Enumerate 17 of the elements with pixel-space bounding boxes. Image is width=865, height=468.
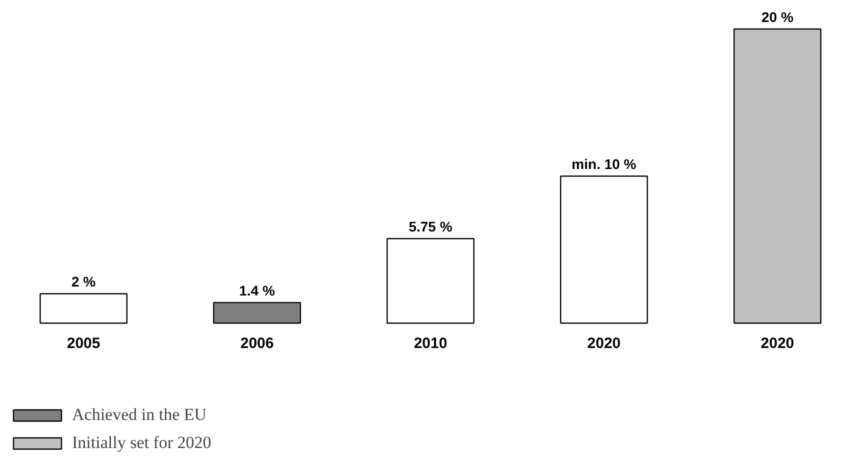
data-label: min. 10 % [572, 156, 637, 172]
data-label: 2 % [72, 274, 96, 290]
bar [733, 28, 822, 324]
x-tick-label: 2020 [587, 335, 621, 352]
data-label: 5.75 % [408, 218, 453, 235]
bar [213, 302, 301, 324]
data-label: 1.4 % [239, 282, 276, 299]
x-tick-label: 2010 [414, 335, 448, 352]
legend-label: Achieved in the EU [72, 405, 207, 425]
x-tick-label: 2020 [760, 335, 794, 352]
x-tick-label: 2006 [240, 335, 274, 352]
bar [386, 238, 474, 324]
x-tick-label: 2005 [66, 335, 100, 352]
bar [560, 175, 648, 324]
data-label: 20 % [761, 9, 794, 26]
bar [40, 293, 128, 324]
legend-label: Initially set for 2020 [72, 433, 212, 453]
